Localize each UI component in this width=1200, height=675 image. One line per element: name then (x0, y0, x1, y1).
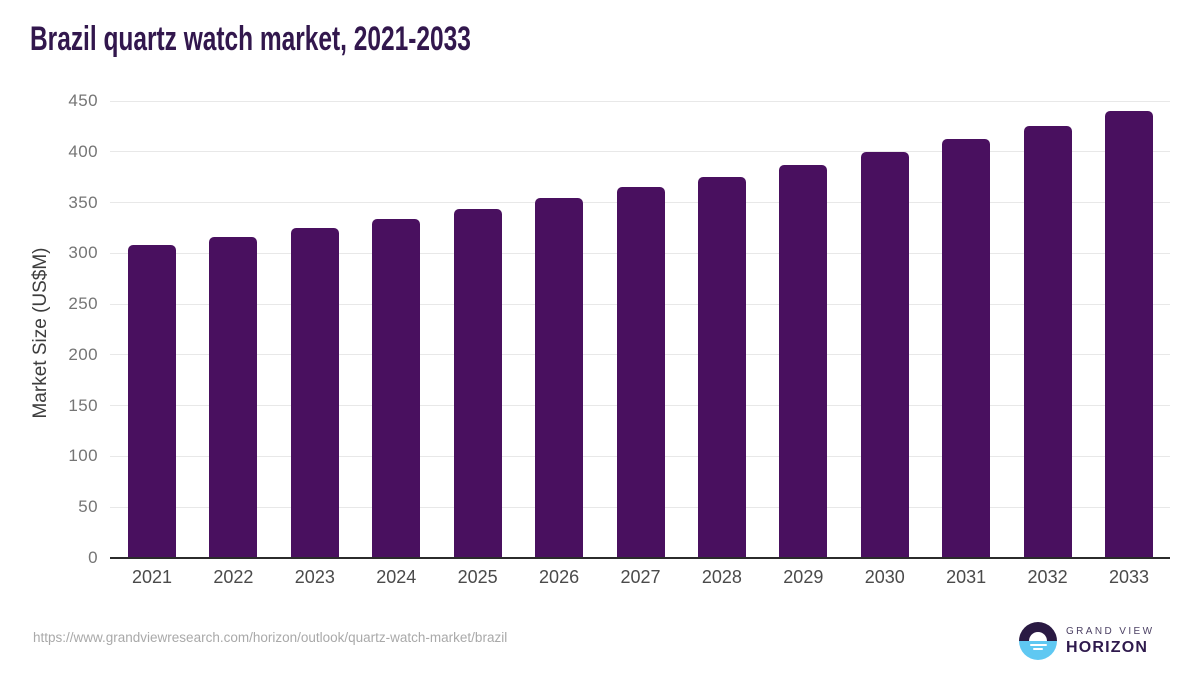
x-tick-2022: 2022 (213, 567, 254, 587)
x-tick-2028: 2028 (701, 567, 742, 587)
bar-2022 (209, 237, 258, 558)
bar-2023 (290, 227, 339, 558)
horizon-sunset-icon (1019, 622, 1057, 660)
x-tick-2031: 2031 (946, 567, 987, 587)
y-axis-title: Market Size (US$M) (30, 247, 51, 419)
x-tick-2032: 2032 (1027, 567, 1068, 587)
bar-2021 (128, 245, 176, 558)
x-tick-2033: 2033 (1108, 567, 1150, 587)
x-tick-2027: 2027 (620, 567, 661, 587)
y-tick-100: 100 (68, 446, 98, 466)
y-tick-450: 450 (68, 91, 98, 110)
x-tick-2030: 2030 (864, 567, 905, 587)
x-axis-line (110, 557, 1170, 559)
sun-dome-shape (1029, 632, 1047, 641)
brand-logo-text: GRAND VIEW HORIZON (1066, 626, 1154, 657)
bar-2029 (779, 164, 828, 558)
y-tick-150: 150 (68, 395, 98, 415)
bar-2031 (942, 138, 991, 558)
x-tick-2021: 2021 (131, 567, 173, 587)
bar-2032 (1023, 126, 1072, 558)
y-tick-0: 0 (88, 548, 98, 567)
y-tick-400: 400 (68, 141, 98, 161)
bar-2025 (453, 208, 502, 558)
x-tick-2029: 2029 (783, 567, 824, 587)
chart-title: Brazil quartz watch market, 2021-2033 (30, 20, 471, 58)
gridline-450 (110, 100, 1170, 102)
x-tick-2023: 2023 (294, 567, 335, 587)
brand-name-line1: GRAND VIEW (1066, 625, 1155, 637)
sun-reflection-line-2 (1033, 647, 1043, 650)
y-tick-50: 50 (78, 497, 98, 517)
y-tick-200: 200 (68, 344, 98, 364)
y-tick-300: 300 (68, 243, 98, 263)
x-tick-2024: 2024 (376, 567, 417, 587)
y-tick-350: 350 (68, 192, 98, 212)
bar-2026 (535, 198, 584, 558)
bar-2033 (1105, 111, 1153, 558)
bar-2028 (697, 177, 746, 558)
brand-logo: GRAND VIEW HORIZON (1019, 622, 1154, 660)
bar-2030 (860, 151, 909, 558)
sun-reflection-line-1 (1029, 643, 1047, 647)
bar-2024 (372, 218, 421, 558)
x-tick-2025: 2025 (457, 567, 498, 587)
bar-2027 (616, 187, 665, 558)
y-tick-250: 250 (68, 294, 98, 314)
source-url: https://www.grandviewresearch.com/horizo… (33, 630, 508, 645)
brand-name-line2: HORIZON (1066, 638, 1149, 656)
x-tick-2026: 2026 (539, 567, 580, 587)
gridline-400 (110, 151, 1170, 153)
